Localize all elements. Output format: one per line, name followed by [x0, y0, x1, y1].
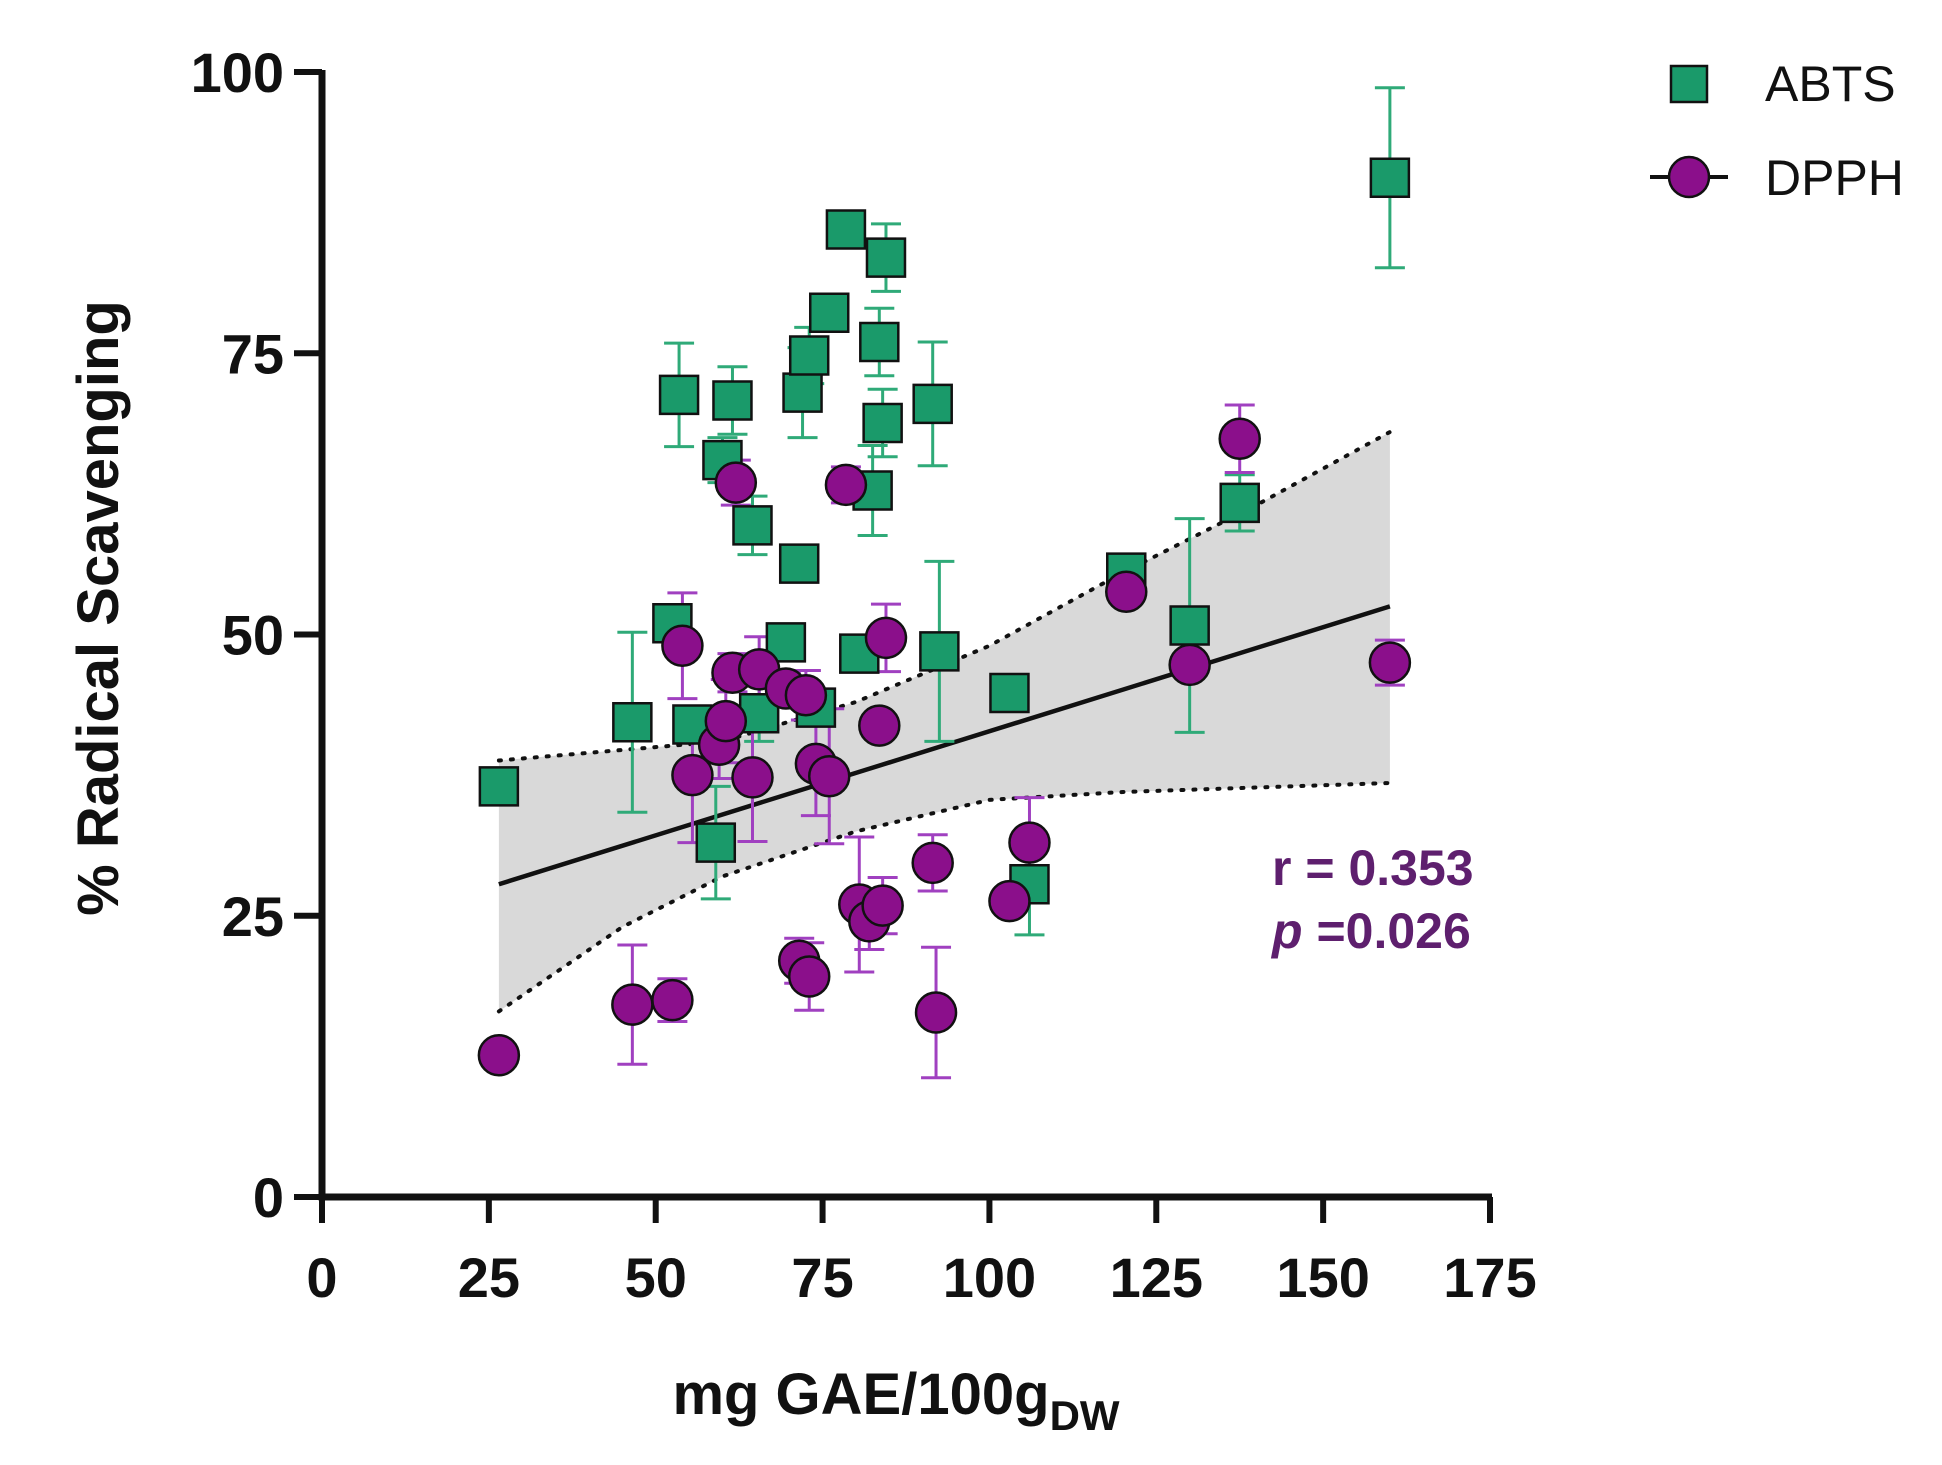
x-tick-label-1: 25 [458, 1246, 520, 1309]
dpph-point-29 [1218, 417, 1261, 460]
abts-point-8 [732, 505, 773, 546]
dpph-series [477, 417, 1412, 1077]
dpph-point-30 [1368, 641, 1412, 684]
axes-group [294, 69, 1493, 1223]
dpph-point-1 [611, 983, 654, 1026]
regression-line [498, 604, 1391, 887]
dpph-point-9 [731, 756, 774, 799]
abts-point-0 [478, 766, 520, 807]
confidence-band-group [496, 430, 1392, 1014]
abts-point-20 [862, 402, 903, 444]
dpph-point-0 [477, 1034, 521, 1077]
legend-marker-abts [1669, 64, 1709, 104]
abts-point-5 [695, 822, 737, 863]
y-tick-label-0: 0 [253, 1166, 284, 1229]
dpph-point-20 [858, 704, 901, 747]
dpph-point-8 [714, 461, 758, 504]
abts-point-16 [825, 209, 867, 250]
dpph-point-23 [911, 841, 954, 885]
regression-group [498, 604, 1391, 887]
abts-point-15 [808, 292, 850, 333]
abts-point-27 [1169, 605, 1210, 646]
y-tick-label-1: 25 [222, 885, 284, 948]
abts-point-28 [1219, 482, 1260, 524]
stat-r: r = 0.353 [1272, 840, 1474, 896]
legend-label-abts: ABTS [1765, 56, 1896, 112]
dpph-point-17 [824, 463, 868, 507]
stat-p-value: =0.026 [1303, 903, 1471, 959]
dpph-point-24 [914, 991, 958, 1034]
x-axis-title-main: mg GAE/100g [672, 1362, 1049, 1427]
dpph-point-26 [1008, 821, 1051, 864]
tick-labels-group: 0 25 50 75 100 125 150 175 0 25 50 75 100 [191, 41, 1537, 1309]
abts-point-29 [1369, 157, 1411, 198]
x-tick-label-0: 0 [306, 1246, 337, 1309]
stat-p: p =0.026 [1270, 903, 1471, 959]
x-axis-title: mg GAE/100gDW [672, 1362, 1119, 1439]
x-tick-label-2: 50 [625, 1246, 687, 1309]
dpph-point-6 [704, 699, 748, 743]
abts-point-23 [919, 631, 960, 672]
x-tick-label-7: 175 [1443, 1246, 1536, 1309]
abts-point-1 [612, 702, 653, 743]
x-axis-title-subscript: DW [1050, 1392, 1120, 1439]
confidence-band [498, 432, 1390, 1012]
legend-label-dpph: DPPH [1765, 150, 1904, 206]
abts-point-11 [778, 543, 820, 584]
dpph-point-2 [651, 978, 694, 1022]
dpph-point-25 [988, 879, 1031, 923]
abts-point-12 [782, 372, 823, 413]
abts-point-21 [865, 237, 907, 278]
abts-series [478, 157, 1411, 905]
dpph-point-14 [787, 955, 831, 998]
dpph-point-21 [861, 884, 904, 927]
legend-marker-dpph [1667, 155, 1711, 199]
dpph-point-27 [1105, 570, 1148, 613]
abts-point-13 [788, 335, 830, 376]
dpph-point-22 [864, 616, 908, 660]
y-tick-label-2: 50 [222, 604, 284, 667]
abts-point-19 [859, 321, 900, 363]
x-tick-label-6: 150 [1276, 1246, 1369, 1309]
abts-point-24 [989, 672, 1030, 714]
legend: ABTS DPPH [1650, 56, 1904, 206]
x-tick-label-4: 100 [943, 1246, 1036, 1309]
dpph-point-3 [661, 624, 704, 667]
dpph-point-16 [807, 755, 851, 798]
stat-p-symbol: p [1270, 903, 1303, 959]
x-tick-label-5: 125 [1110, 1246, 1203, 1309]
y-axis-title: % Radical Scavenging [66, 300, 131, 916]
dpph-point-13 [784, 674, 828, 717]
abts-point-7 [712, 380, 753, 421]
dpph-point-28 [1168, 643, 1211, 687]
ci-lower-line [496, 781, 1392, 1014]
abts-point-22 [912, 383, 953, 425]
x-tick-label-3: 75 [791, 1246, 853, 1309]
y-tick-label-4: 100 [191, 41, 284, 104]
abts-point-3 [658, 374, 700, 416]
dpph-point-4 [671, 753, 714, 797]
y-tick-label-3: 75 [222, 322, 284, 385]
